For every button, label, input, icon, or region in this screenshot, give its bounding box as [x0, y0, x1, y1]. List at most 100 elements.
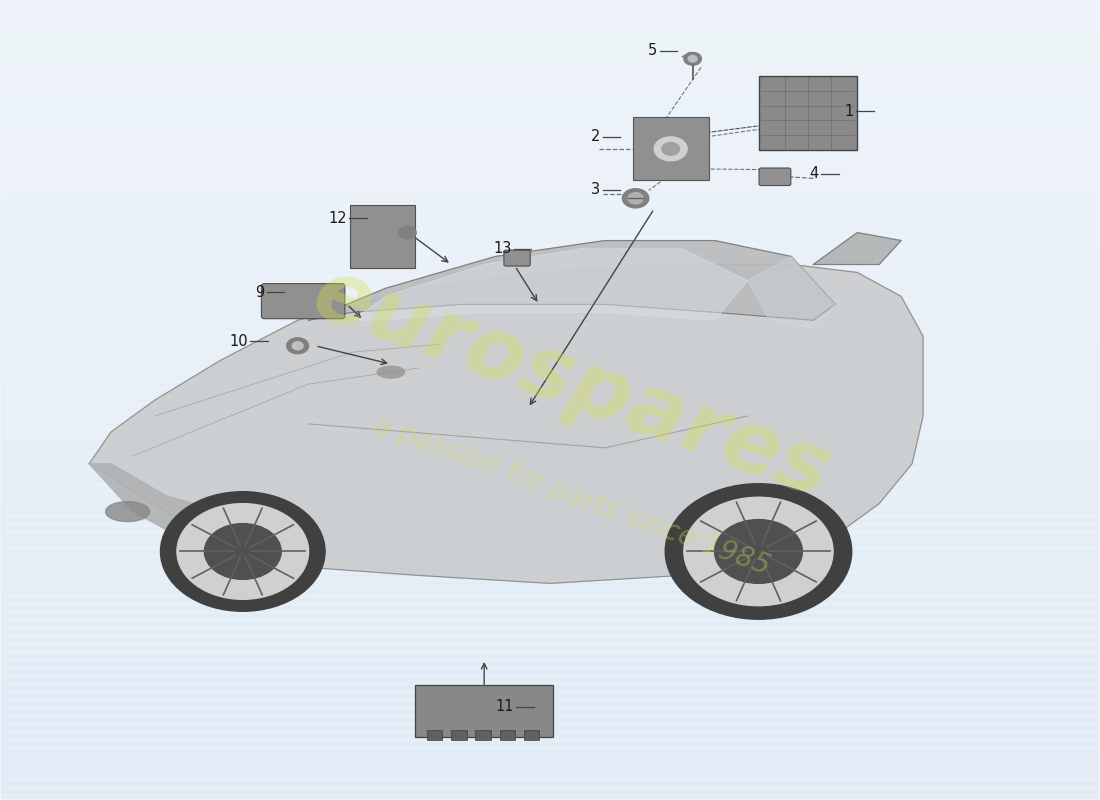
- Bar: [1, 743, 1099, 750]
- Bar: [1, 177, 1099, 185]
- Bar: [1, 89, 1099, 97]
- Bar: [1, 711, 1099, 719]
- Text: 9: 9: [255, 285, 265, 300]
- Circle shape: [293, 342, 304, 350]
- Circle shape: [666, 484, 851, 619]
- Bar: [1, 113, 1099, 121]
- Circle shape: [715, 519, 802, 583]
- Bar: [1, 599, 1099, 607]
- FancyBboxPatch shape: [415, 685, 553, 738]
- Bar: [1, 97, 1099, 105]
- Polygon shape: [309, 241, 835, 320]
- Bar: [1, 790, 1099, 798]
- Bar: [1, 440, 1099, 448]
- Circle shape: [684, 53, 702, 65]
- Bar: [1, 607, 1099, 615]
- Bar: [1, 145, 1099, 153]
- Bar: [1, 519, 1099, 527]
- FancyBboxPatch shape: [262, 284, 344, 318]
- Bar: [1, 26, 1099, 34]
- Bar: [1, 50, 1099, 57]
- Bar: [1, 296, 1099, 304]
- Circle shape: [205, 523, 282, 579]
- Bar: [1, 344, 1099, 352]
- Bar: [1, 121, 1099, 129]
- Bar: [1, 527, 1099, 535]
- Bar: [1, 169, 1099, 177]
- Bar: [1, 225, 1099, 233]
- Text: 10: 10: [230, 334, 249, 349]
- FancyBboxPatch shape: [524, 730, 539, 740]
- Bar: [1, 496, 1099, 504]
- Bar: [1, 42, 1099, 50]
- Circle shape: [684, 498, 833, 606]
- Bar: [1, 671, 1099, 679]
- Text: 4: 4: [810, 166, 818, 181]
- Bar: [1, 504, 1099, 512]
- Bar: [1, 535, 1099, 543]
- Bar: [1, 567, 1099, 575]
- Bar: [1, 488, 1099, 496]
- Text: 13: 13: [493, 241, 512, 256]
- Bar: [1, 129, 1099, 137]
- Bar: [1, 312, 1099, 320]
- Bar: [1, 257, 1099, 265]
- Circle shape: [177, 504, 309, 599]
- Bar: [1, 273, 1099, 281]
- Bar: [1, 336, 1099, 344]
- Bar: [1, 727, 1099, 735]
- Bar: [1, 456, 1099, 464]
- Bar: [1, 464, 1099, 472]
- Bar: [1, 392, 1099, 400]
- FancyBboxPatch shape: [499, 730, 515, 740]
- Text: eurospares: eurospares: [301, 252, 842, 516]
- Bar: [1, 623, 1099, 631]
- FancyBboxPatch shape: [475, 730, 491, 740]
- Bar: [1, 687, 1099, 695]
- Text: 5: 5: [648, 43, 658, 58]
- Bar: [1, 774, 1099, 782]
- Bar: [1, 137, 1099, 145]
- Circle shape: [654, 137, 688, 161]
- Bar: [1, 352, 1099, 360]
- Bar: [1, 185, 1099, 193]
- Circle shape: [161, 492, 326, 611]
- Bar: [1, 750, 1099, 758]
- Bar: [1, 193, 1099, 201]
- Bar: [1, 73, 1099, 81]
- Bar: [1, 615, 1099, 623]
- Text: 3: 3: [592, 182, 601, 197]
- Text: 12: 12: [329, 210, 346, 226]
- Bar: [1, 512, 1099, 519]
- Circle shape: [689, 56, 697, 62]
- Bar: [1, 559, 1099, 567]
- Text: 1: 1: [845, 104, 854, 119]
- Bar: [1, 448, 1099, 456]
- Circle shape: [398, 226, 416, 239]
- Bar: [1, 10, 1099, 18]
- FancyBboxPatch shape: [350, 205, 415, 268]
- Bar: [1, 695, 1099, 703]
- FancyBboxPatch shape: [451, 730, 466, 740]
- Bar: [1, 400, 1099, 408]
- Bar: [1, 320, 1099, 328]
- Polygon shape: [352, 249, 748, 320]
- Bar: [1, 281, 1099, 288]
- Bar: [1, 368, 1099, 376]
- Bar: [1, 153, 1099, 161]
- FancyBboxPatch shape: [504, 250, 530, 266]
- Bar: [1, 161, 1099, 169]
- Bar: [1, 217, 1099, 225]
- Ellipse shape: [106, 502, 150, 522]
- Bar: [1, 639, 1099, 647]
- Bar: [1, 735, 1099, 743]
- Polygon shape: [89, 464, 276, 559]
- Bar: [1, 233, 1099, 241]
- Bar: [1, 543, 1099, 551]
- Text: 2: 2: [591, 130, 601, 145]
- Bar: [1, 408, 1099, 416]
- Circle shape: [628, 193, 643, 204]
- FancyBboxPatch shape: [632, 118, 708, 180]
- Bar: [1, 663, 1099, 671]
- Bar: [1, 432, 1099, 440]
